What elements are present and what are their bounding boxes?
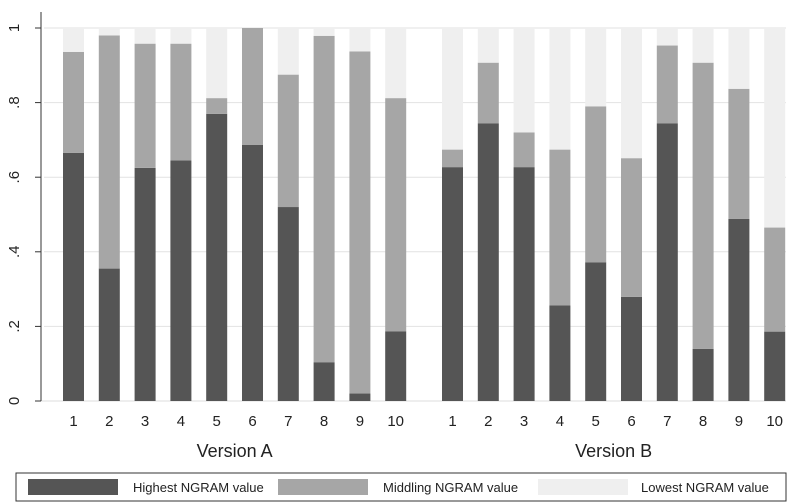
bar-segment-middling xyxy=(728,88,750,219)
bar-segment-highest xyxy=(242,144,263,401)
x-tick-label: 7 xyxy=(284,413,292,430)
bar-segment-middling xyxy=(170,43,192,161)
legend-label-highest: Highest NGRAM value xyxy=(133,480,264,495)
bar-segment-middling xyxy=(513,132,535,168)
legend-swatch-middling xyxy=(278,479,368,495)
bar-segment-lowest xyxy=(764,28,786,228)
bar-segment-lowest xyxy=(513,28,535,133)
bar-segment-middling xyxy=(206,98,228,114)
bar-segment-lowest xyxy=(277,28,299,75)
bar-segment-highest xyxy=(134,167,156,401)
x-tick-label: 6 xyxy=(248,413,256,430)
x-axis-labels: 1 2 3 4 5 6 7 8 9 10 Version A 1 2 3 4 5 6 7 8 9 10 Version B xyxy=(69,413,783,461)
bar-segment-middling xyxy=(349,51,371,394)
bar-segment-lowest xyxy=(442,28,463,150)
y-tick-label: 0 xyxy=(6,397,23,405)
y-tick-label: .8 xyxy=(6,96,23,109)
bar-segment-lowest xyxy=(170,28,192,44)
x-tick-label: 3 xyxy=(520,413,528,430)
bar-segment-highest xyxy=(477,123,499,401)
bar-segment-middling xyxy=(134,43,156,168)
group-label: Version B xyxy=(575,441,652,461)
x-tick-label: 2 xyxy=(484,413,492,430)
bar-segment-middling xyxy=(621,158,642,297)
bar-segment-middling xyxy=(313,35,335,363)
y-tick-label: .4 xyxy=(6,246,23,259)
bar-segment-highest xyxy=(385,331,407,401)
bar-segment-highest xyxy=(63,152,84,401)
bar-segment-middling xyxy=(385,98,407,332)
y-tick-label: .2 xyxy=(6,320,23,333)
x-tick-label: 9 xyxy=(735,413,743,430)
bar-segment-middling xyxy=(442,149,463,168)
x-tick-label: 5 xyxy=(213,413,221,430)
bar-segment-lowest xyxy=(728,28,750,89)
bar-segment-highest xyxy=(206,113,228,401)
bar-segment-highest xyxy=(98,268,120,401)
bar-segment-lowest xyxy=(585,28,607,107)
group-label: Version A xyxy=(197,441,273,461)
bar-segment-lowest xyxy=(692,28,714,63)
x-tick-label: 9 xyxy=(356,413,364,430)
y-axis: 0 .2 .4 .6 .8 1 xyxy=(6,12,42,405)
bar-segment-highest xyxy=(170,160,192,401)
bar-segment-lowest xyxy=(477,28,499,63)
bar-segment-lowest xyxy=(349,28,371,52)
bar-segment-highest xyxy=(764,331,786,401)
x-tick-label: 1 xyxy=(448,413,456,430)
legend-box xyxy=(15,472,787,502)
x-tick-label: 5 xyxy=(592,413,600,430)
x-tick-label: 1 xyxy=(69,413,77,430)
bar-segment-middling xyxy=(477,62,499,124)
x-tick-label: 4 xyxy=(556,413,564,430)
y-tick-label: 1 xyxy=(6,24,23,32)
legend-swatch-highest xyxy=(28,479,118,495)
legend-swatch-lowest xyxy=(538,479,628,495)
bar-segment-lowest xyxy=(656,28,678,46)
bar-segment-highest xyxy=(442,167,463,401)
bar-segment-lowest xyxy=(134,28,156,44)
bar-segment-lowest xyxy=(385,28,407,99)
bar-segment-middling xyxy=(549,149,571,306)
bar-segment-lowest xyxy=(549,28,571,150)
bar-segment-middling xyxy=(98,35,120,269)
bar-segment-highest xyxy=(349,393,371,401)
x-tick-label: 10 xyxy=(387,413,404,430)
bar-segment-lowest xyxy=(63,28,84,52)
bar-segment-middling xyxy=(63,51,84,153)
x-tick-label: 8 xyxy=(320,413,328,430)
bar-segment-highest xyxy=(621,296,642,401)
x-tick-label: 4 xyxy=(177,413,185,430)
bar-segment-highest xyxy=(513,167,535,401)
bar-segment-highest xyxy=(277,207,299,401)
x-tick-label: 8 xyxy=(699,413,707,430)
bar-segment-highest xyxy=(656,123,678,401)
bar-segment-lowest xyxy=(98,28,120,36)
x-tick-label: 7 xyxy=(663,413,671,430)
bar-segment-middling xyxy=(242,28,263,145)
bar-segment-middling xyxy=(764,227,786,332)
bar-segment-lowest xyxy=(621,28,642,159)
bar-segment-highest xyxy=(692,348,714,401)
bar-segment-highest xyxy=(728,218,750,401)
x-tick-label: 2 xyxy=(105,413,113,430)
x-tick-label: 10 xyxy=(766,413,783,430)
bar-segment-lowest xyxy=(206,28,228,99)
bars xyxy=(63,28,786,401)
bar-segment-middling xyxy=(585,106,607,263)
x-tick-label: 3 xyxy=(141,413,149,430)
legend: Highest NGRAM value Middling NGRAM value… xyxy=(15,472,787,502)
bar-segment-middling xyxy=(656,45,678,124)
bar-segment-middling xyxy=(277,74,299,208)
x-tick-label: 6 xyxy=(627,413,635,430)
y-tick-label: .6 xyxy=(6,171,23,184)
legend-label-middling: Middling NGRAM value xyxy=(383,480,518,495)
bar-segment-lowest xyxy=(313,28,335,36)
bar-segment-middling xyxy=(692,62,714,349)
bar-segment-highest xyxy=(585,262,607,401)
bar-segment-highest xyxy=(313,362,335,401)
legend-label-lowest: Lowest NGRAM value xyxy=(641,480,769,495)
bar-segment-highest xyxy=(549,305,571,401)
